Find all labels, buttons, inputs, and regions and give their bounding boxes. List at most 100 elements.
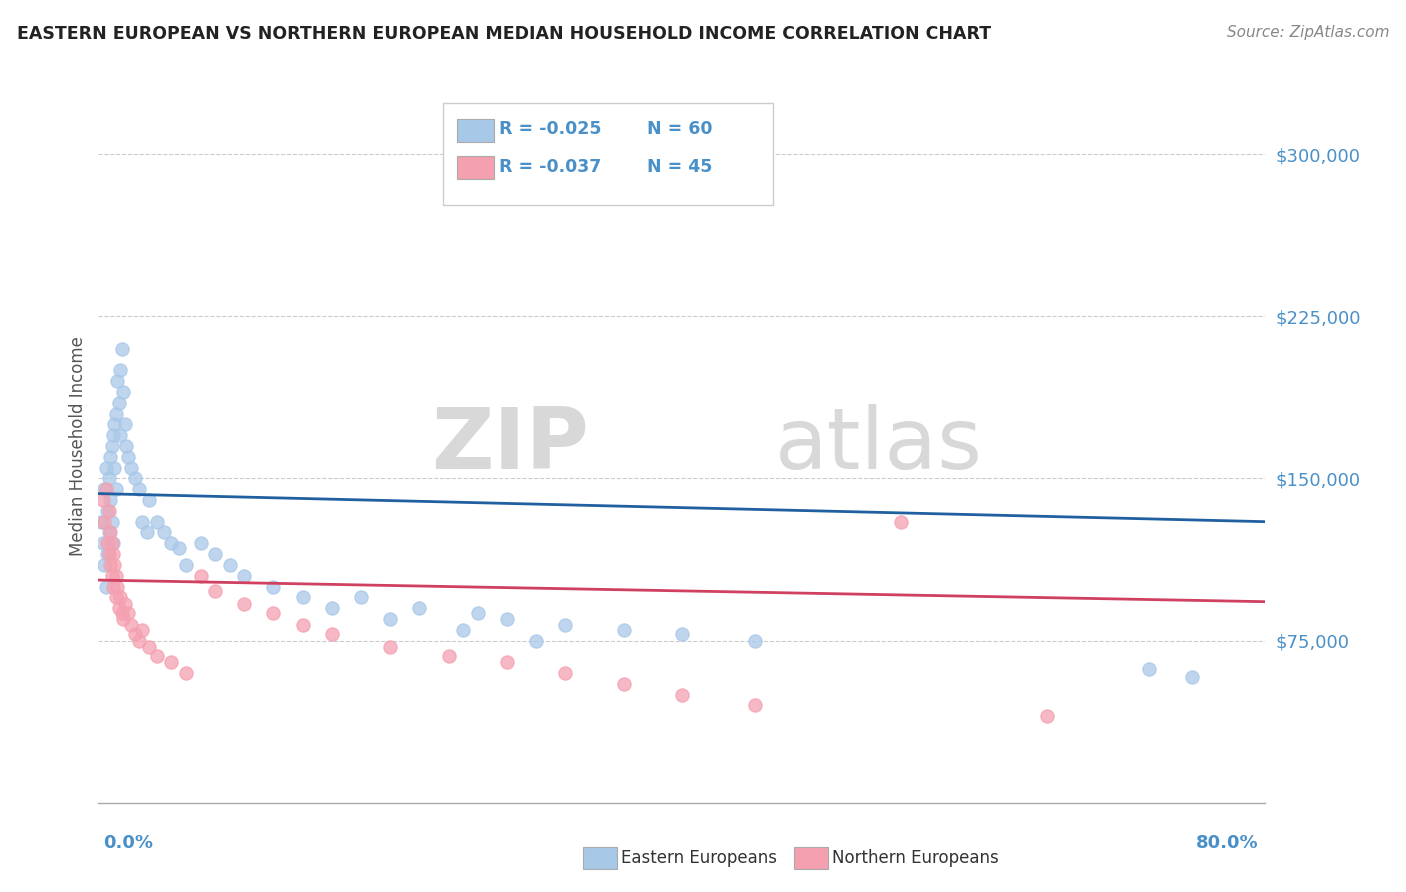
Point — [93, 515, 115, 529]
Text: ZIP: ZIP — [430, 404, 589, 488]
Point — [96, 504, 118, 518]
Point — [91, 493, 114, 508]
Text: N = 60: N = 60 — [647, 120, 713, 138]
Point — [94, 580, 117, 594]
Text: atlas: atlas — [775, 404, 983, 488]
Point — [612, 677, 634, 691]
Point — [94, 460, 117, 475]
Point — [114, 597, 136, 611]
Point — [190, 568, 212, 582]
Point — [112, 384, 135, 399]
Point — [128, 633, 150, 648]
Text: R = -0.025: R = -0.025 — [499, 120, 602, 138]
Point — [218, 558, 240, 572]
Point — [380, 612, 402, 626]
Point — [554, 666, 576, 681]
Point — [146, 515, 169, 529]
Point — [103, 417, 125, 432]
Point — [131, 515, 153, 529]
Point — [124, 471, 146, 485]
Point — [467, 606, 489, 620]
Point — [131, 623, 153, 637]
Point — [160, 536, 183, 550]
Text: Eastern Europeans: Eastern Europeans — [621, 849, 778, 867]
Point — [98, 525, 121, 540]
Point — [1137, 662, 1160, 676]
Y-axis label: Median Household Income: Median Household Income — [69, 336, 87, 556]
Point — [101, 428, 124, 442]
Point — [321, 601, 343, 615]
Point — [496, 612, 519, 626]
Point — [98, 493, 121, 508]
Point — [496, 655, 519, 669]
Point — [93, 482, 115, 496]
Point — [291, 618, 314, 632]
Text: EASTERN EUROPEAN VS NORTHERN EUROPEAN MEDIAN HOUSEHOLD INCOME CORRELATION CHART: EASTERN EUROPEAN VS NORTHERN EUROPEAN ME… — [17, 25, 991, 43]
Point — [115, 439, 138, 453]
Point — [671, 688, 693, 702]
Point — [111, 342, 134, 356]
Point — [98, 450, 121, 464]
Point — [437, 648, 460, 663]
Point — [110, 591, 132, 605]
Point — [110, 428, 132, 442]
Point — [94, 482, 117, 496]
Point — [204, 547, 226, 561]
Point — [103, 460, 125, 475]
Point — [291, 591, 314, 605]
Point — [744, 633, 766, 648]
Point — [135, 525, 157, 540]
Point — [103, 558, 125, 572]
Point — [100, 439, 122, 453]
Point — [190, 536, 212, 550]
Text: 80.0%: 80.0% — [1195, 834, 1258, 852]
Point — [91, 536, 114, 550]
Point — [100, 568, 122, 582]
Point — [612, 623, 634, 637]
Point — [97, 547, 120, 561]
Point — [160, 655, 183, 669]
Text: Northern Europeans: Northern Europeans — [832, 849, 1000, 867]
Point — [114, 417, 136, 432]
Point — [100, 515, 122, 529]
Point — [262, 606, 284, 620]
Point — [408, 601, 430, 615]
Point — [97, 471, 120, 485]
Point — [233, 568, 256, 582]
Point — [167, 541, 190, 555]
Point — [104, 568, 127, 582]
Point — [97, 525, 120, 540]
Point — [671, 627, 693, 641]
Point — [101, 580, 124, 594]
Point — [204, 583, 226, 598]
Point — [124, 627, 146, 641]
Point — [104, 591, 127, 605]
Text: R = -0.037: R = -0.037 — [499, 158, 602, 176]
Text: 0.0%: 0.0% — [103, 834, 153, 852]
Point — [97, 504, 120, 518]
Point — [110, 363, 132, 377]
Point — [93, 558, 115, 572]
Point — [105, 374, 128, 388]
Point — [112, 612, 135, 626]
Point — [451, 623, 474, 637]
Point — [120, 460, 142, 475]
Point — [117, 606, 139, 620]
Point — [98, 558, 121, 572]
Point — [101, 547, 124, 561]
Point — [101, 536, 124, 550]
Point — [1035, 709, 1057, 723]
Text: Source: ZipAtlas.com: Source: ZipAtlas.com — [1226, 25, 1389, 40]
Point — [128, 482, 150, 496]
Point — [138, 493, 160, 508]
Point — [138, 640, 160, 654]
Point — [153, 525, 176, 540]
Point — [104, 407, 127, 421]
Point — [380, 640, 402, 654]
Point — [111, 606, 134, 620]
Point — [321, 627, 343, 641]
Point — [174, 558, 197, 572]
Point — [890, 515, 912, 529]
Point — [744, 698, 766, 713]
Point — [108, 601, 131, 615]
